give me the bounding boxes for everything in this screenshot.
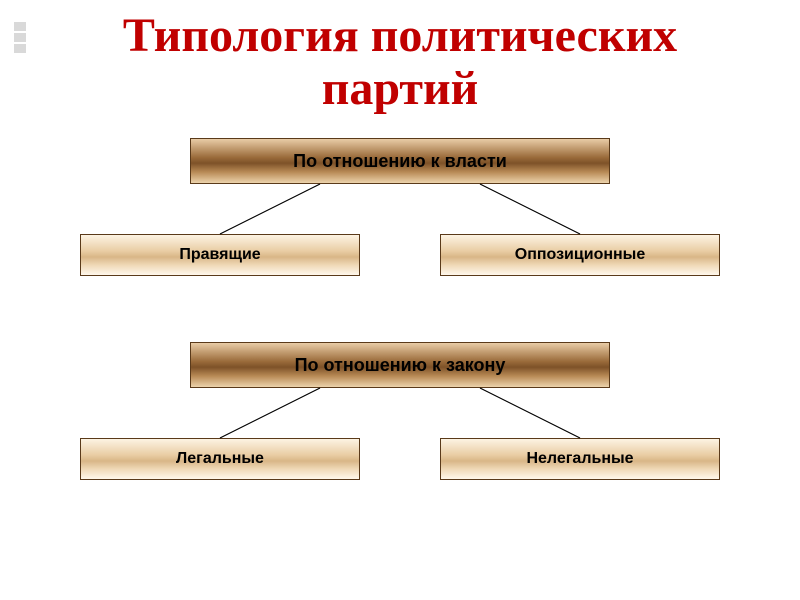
title-line-1: Типология политических [123,9,677,62]
tree-group-power: По отношению к власти Правящие Оппозицио… [80,138,720,276]
children-row-power: Правящие Оппозиционные [80,234,720,276]
child-node-illegal: Нелегальные [440,438,720,480]
tree-group-law: По отношению к закону Легальные Нелегаль… [80,342,720,480]
child-node-opposition: Оппозиционные [440,234,720,276]
child-node-ruling: Правящие [80,234,360,276]
title-line-2: партий [322,62,479,115]
child-node-legal: Легальные [80,438,360,480]
parent-node-law: По отношению к закону [190,342,610,388]
parent-node-power: По отношению к власти [190,138,610,184]
connectors-power [80,184,720,234]
slide-side-accent [14,22,26,54]
connectors-law [80,388,720,438]
page-title: Типология политических партий [0,0,800,116]
children-row-law: Легальные Нелегальные [80,438,720,480]
